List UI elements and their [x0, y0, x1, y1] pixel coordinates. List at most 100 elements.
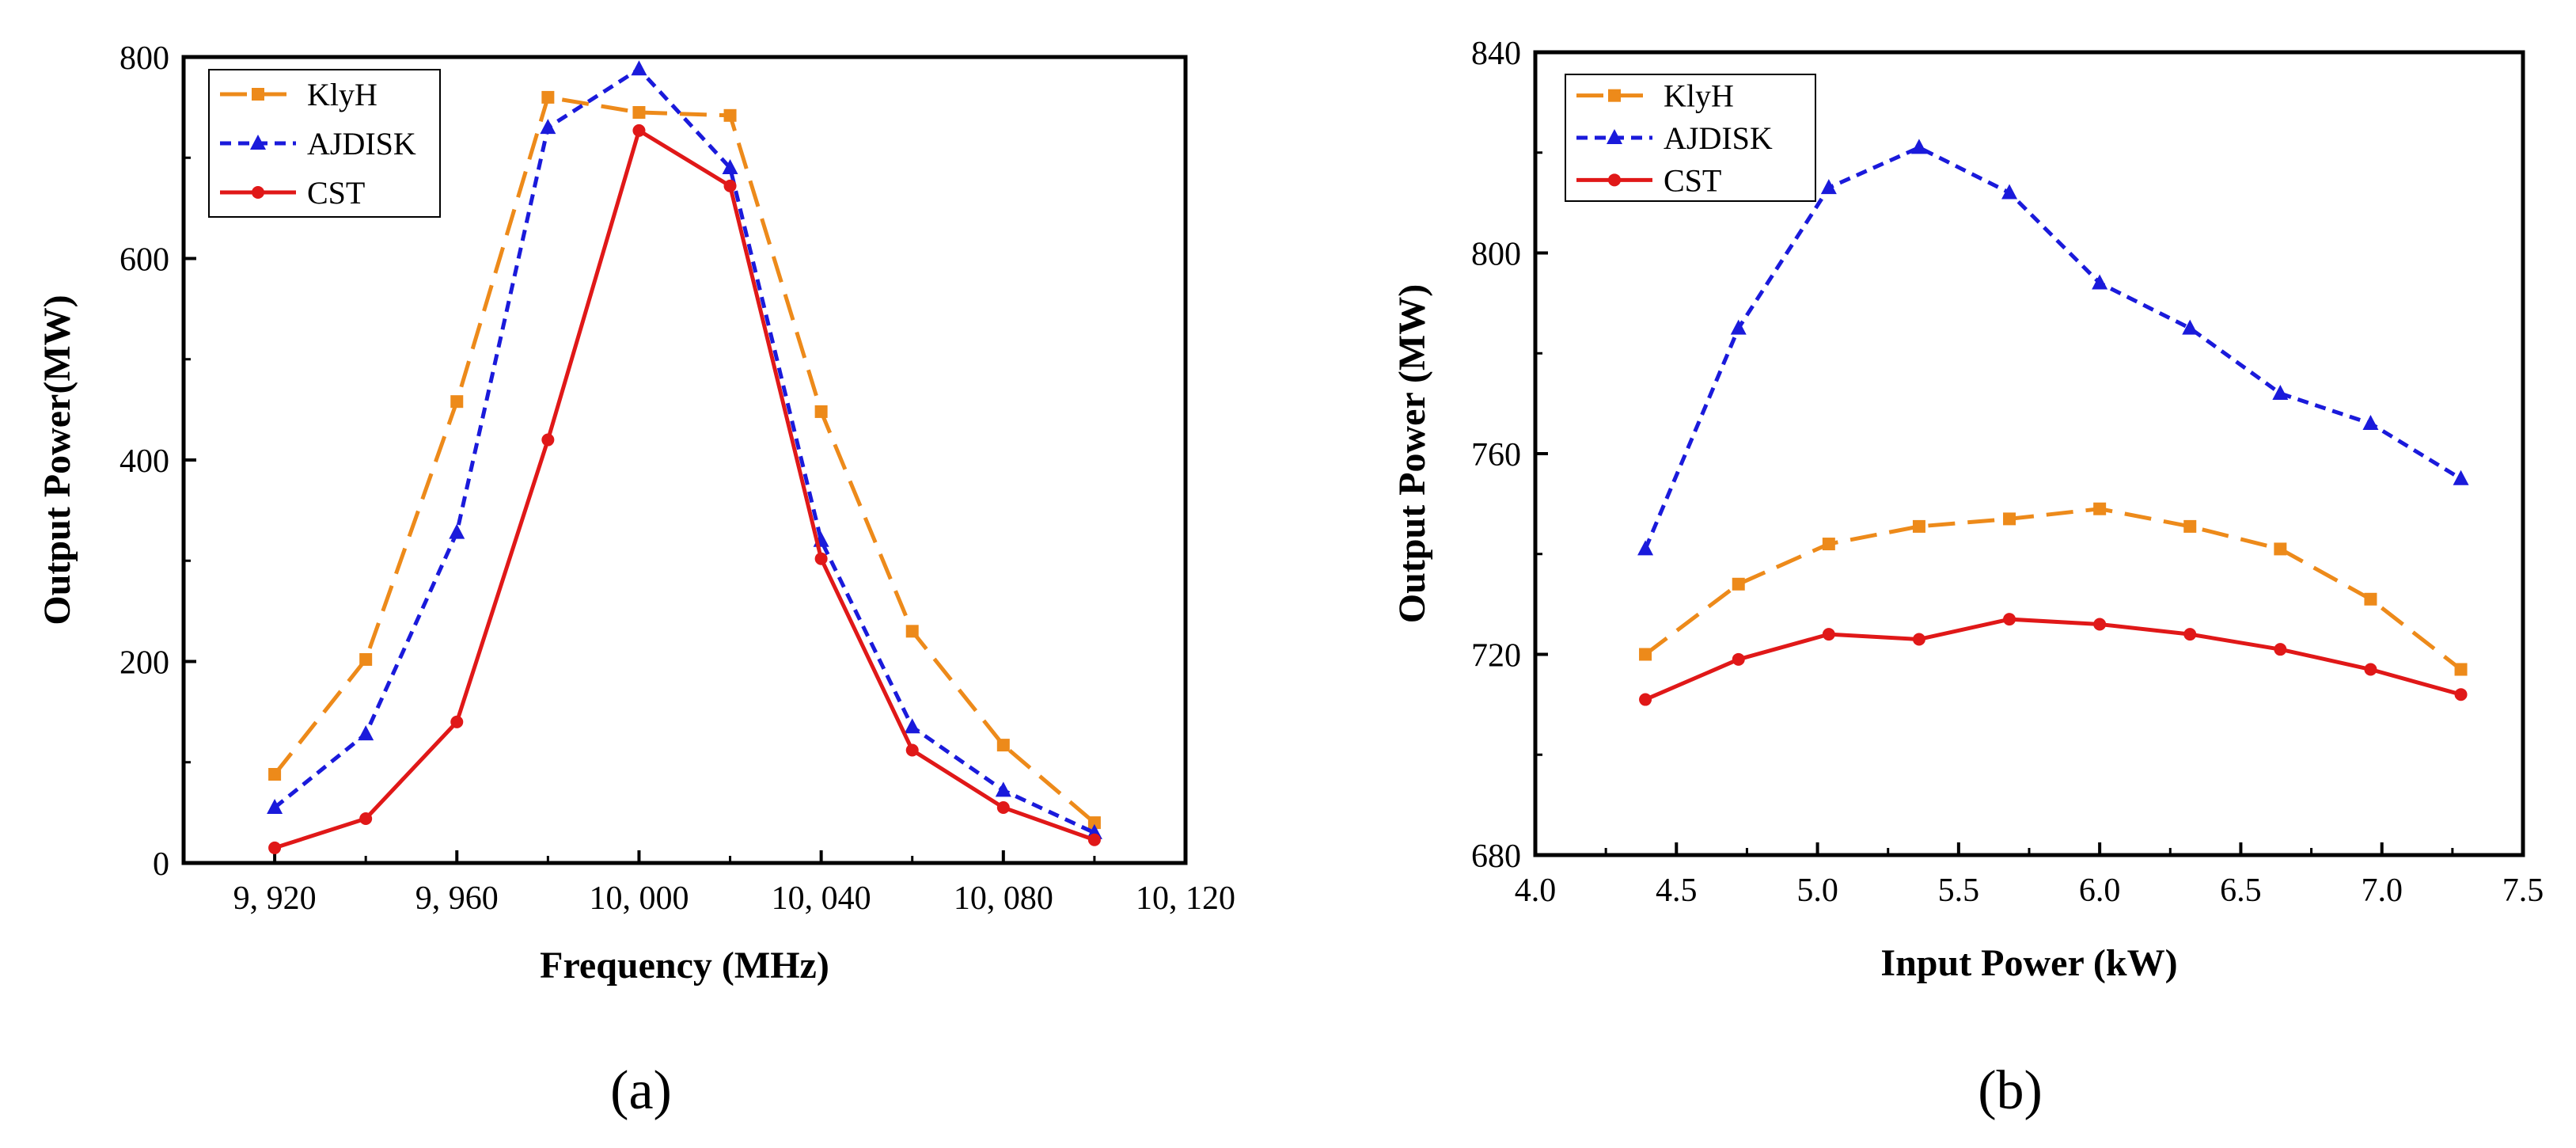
legend-label: AJDISK [307, 126, 416, 162]
data-point [2364, 592, 2377, 606]
data-point [904, 718, 920, 734]
data-point [268, 768, 282, 781]
x-tick-label: 10, 040 [772, 880, 871, 917]
chart-panel-a: 9, 920 9, 960 10, 000 10, 040 10, 080 10, 120… [36, 40, 1235, 1121]
data-point [996, 801, 1010, 815]
series-ajdisk [1637, 139, 2469, 556]
data-point [1822, 538, 1835, 551]
y-tick-label: 800 [1471, 237, 1521, 273]
legend-marker [250, 135, 266, 150]
y-tick-label: 400 [120, 443, 169, 480]
data-point [449, 523, 465, 539]
data-point [450, 715, 464, 728]
legend-marker [252, 88, 264, 101]
series-klyh [1639, 502, 2468, 676]
series-line [1645, 617, 2462, 701]
data-point [1087, 833, 1101, 846]
data-point [358, 725, 374, 741]
x-tick-label: 10, 080 [954, 880, 1053, 917]
y-tick-label: 720 [1471, 638, 1521, 675]
legend-label: KlyH [1664, 78, 1734, 114]
data-point [2183, 628, 2197, 641]
series-line [1644, 507, 2463, 671]
panel-label: (b) [1978, 1060, 2043, 1121]
data-point [814, 552, 828, 565]
data-point [540, 119, 556, 135]
chart-panel-b: 4.0 4.5 5.0 5.5 6.0 6.5 7.0 7.5 680 720 760 800 840 I… [1391, 36, 2544, 1121]
data-point [905, 743, 919, 757]
y-tick-label: 800 [120, 40, 169, 77]
data-point [1912, 633, 1925, 646]
y-tick-label: 200 [120, 645, 169, 682]
data-point [267, 799, 283, 815]
data-point [2364, 663, 2377, 676]
data-point [2182, 319, 2199, 335]
data-point [2001, 184, 2018, 200]
data-point [359, 812, 373, 826]
data-point [632, 124, 646, 137]
data-point [2093, 502, 2107, 515]
data-point [1639, 693, 1652, 706]
legend-marker [1608, 173, 1621, 187]
x-tick-label: 5.5 [1938, 872, 1980, 909]
data-point [632, 105, 646, 119]
legend-label: KlyH [307, 77, 377, 112]
data-point [1730, 319, 1747, 335]
series-klyh [268, 90, 1101, 830]
legend-marker [252, 186, 264, 199]
x-tick-label: 6.5 [2220, 872, 2262, 909]
x-tick-label: 9, 960 [415, 880, 499, 917]
data-point [723, 108, 737, 122]
x-tick-label: 7.0 [2361, 872, 2403, 909]
x-tick-label: 4.0 [1515, 872, 1557, 909]
data-point [2274, 643, 2287, 656]
data-point [1732, 652, 1745, 666]
series-cst [268, 124, 1101, 854]
y-tick-label: 840 [1471, 36, 1521, 72]
data-point [1820, 179, 1837, 195]
legend: KlyH AJDISK CST [1565, 74, 1816, 202]
data-point [2093, 618, 2107, 631]
y-tick-label: 0 [153, 846, 169, 883]
data-point [905, 625, 919, 638]
x-axis-label: Input Power (kW) [1880, 942, 2177, 984]
data-point [2453, 469, 2469, 485]
data-point [1822, 628, 1835, 641]
legend-label: CST [307, 175, 365, 211]
data-point [995, 781, 1011, 797]
x-tick-label: 10, 000 [589, 880, 689, 917]
data-point [268, 841, 282, 854]
data-point [2272, 384, 2289, 400]
legend-label: AJDISK [1664, 120, 1773, 156]
data-point [2274, 542, 2287, 556]
y-tick-label: 760 [1471, 437, 1521, 473]
legend: KlyH AJDISK CST [208, 69, 441, 218]
data-point [996, 739, 1010, 752]
data-point [723, 179, 737, 192]
data-point [1912, 519, 1925, 533]
data-point [631, 60, 647, 76]
data-point [814, 405, 828, 418]
data-point [2092, 274, 2108, 290]
data-point [450, 395, 464, 409]
x-tick-label: 5.0 [1796, 872, 1838, 909]
data-point [1637, 540, 1654, 556]
series-line [274, 128, 1095, 850]
data-point [1732, 577, 1745, 591]
data-point [359, 652, 373, 666]
data-point [2003, 613, 2016, 626]
data-point [1087, 816, 1101, 830]
legend-label: CST [1664, 162, 1721, 198]
y-axis-label: Output Power (MW) [1391, 284, 1433, 623]
data-point [2362, 414, 2379, 430]
data-point [1639, 648, 1652, 661]
data-point [722, 158, 738, 174]
series-line [273, 67, 1095, 835]
data-point [541, 90, 555, 104]
series-line [1643, 145, 2462, 550]
data-point [2003, 512, 2016, 526]
legend-marker [1607, 129, 1622, 144]
x-tick-label: 9, 920 [233, 880, 317, 917]
x-tick-label: 4.5 [1656, 872, 1698, 909]
